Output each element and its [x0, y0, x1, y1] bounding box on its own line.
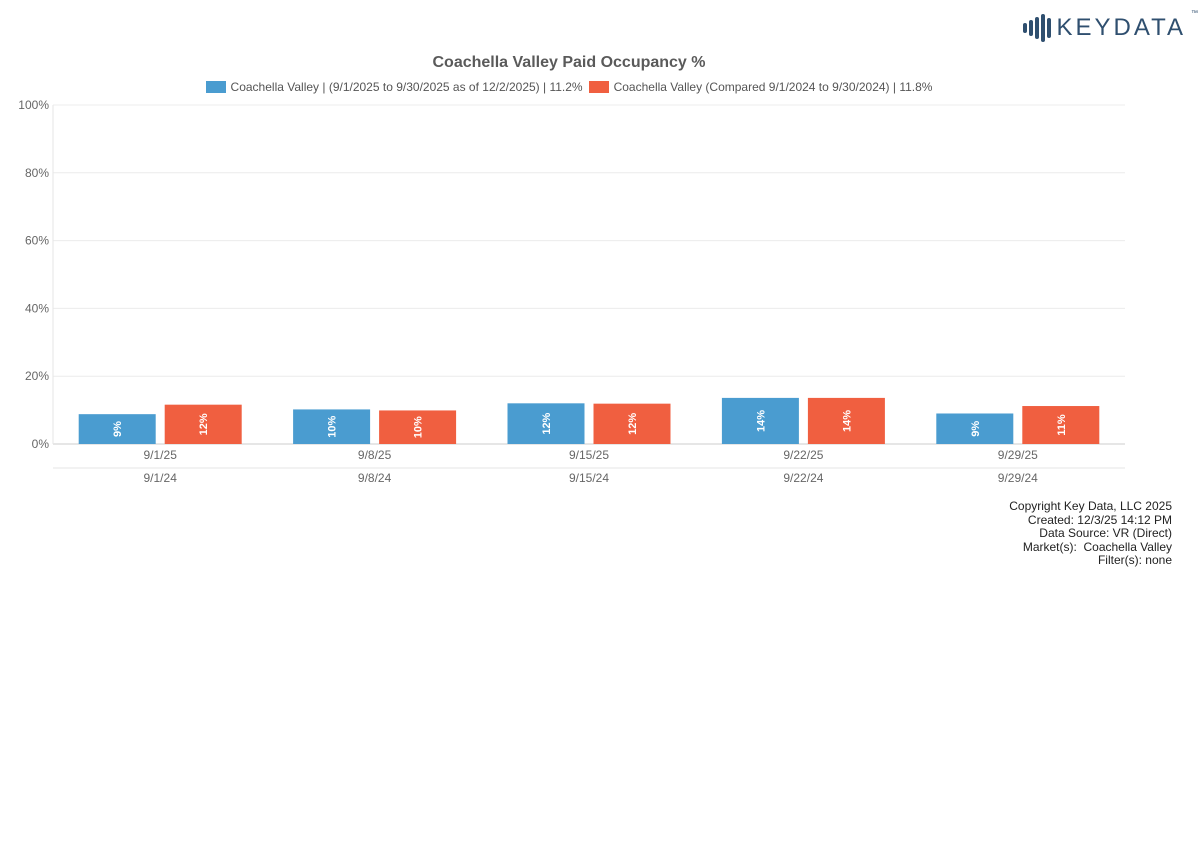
- bar-current: [507, 403, 585, 444]
- bar-data-label: 9%: [112, 421, 124, 437]
- bar-current: [721, 397, 799, 444]
- bar-data-label: 10%: [413, 416, 425, 438]
- footer-markets: Market(s): Coachella Valley: [1022, 539, 1172, 554]
- x-tick-label: 9/22/25: [783, 448, 823, 462]
- y-tick-label: 0%: [32, 437, 50, 451]
- brand-trademark: ™: [1191, 10, 1198, 17]
- x-tick-label-secondary: 9/15/24: [569, 471, 609, 485]
- x-tick-label: 9/8/25: [358, 448, 392, 462]
- bar-comparison: [807, 397, 885, 444]
- footer-source: Data Source: VR (Direct): [1039, 526, 1172, 540]
- x-tick-label-secondary: 9/29/24: [998, 471, 1038, 485]
- bar-current: [936, 413, 1014, 444]
- y-tick-label: 100%: [18, 98, 49, 112]
- bar-comparison: [593, 403, 671, 444]
- footer-created: Created: 12/3/25 14:12 PM: [1027, 512, 1172, 527]
- bar-data-label: 12%: [541, 412, 553, 434]
- chart-canvas: 100% 80% 60% 40% 20% 0% 9% 12% 9/1/25 9/1/24 10% 10…: [18, 98, 1125, 485]
- y-tick-label: 20%: [25, 369, 49, 383]
- x-tick-label-secondary: 9/1/24: [144, 471, 178, 485]
- y-tick-label: 40%: [25, 301, 49, 315]
- legend-swatch-comparison: [588, 81, 609, 93]
- footer-copyright: Copyright Key Data, LLC 2025: [1009, 499, 1172, 513]
- bar-data-label: 14%: [841, 410, 853, 432]
- chart-legend: Coachella Valley | (9/1/2025 to 9/30/202…: [0, 80, 1138, 94]
- y-tick-label: 60%: [25, 234, 49, 248]
- chart-title: Coachella Valley Paid Occupancy %: [432, 54, 706, 71]
- footer-filters: Filter(s): none: [1097, 553, 1172, 567]
- legend-swatch-current: [205, 81, 226, 93]
- brand-bars-icon: [1022, 14, 1051, 42]
- bar-data-label: 10%: [327, 415, 339, 437]
- report-footer: Copyright Key Data, LLC 2025 Created: 12…: [1009, 499, 1172, 568]
- brand-wordmark: KEYDATA ™: [1056, 10, 1198, 42]
- bar-current: [293, 409, 371, 444]
- x-tick-label-secondary: 9/22/24: [783, 471, 823, 485]
- legend-label-comparison: Coachella Valley (Compared 9/1/2024 to 9…: [613, 80, 933, 94]
- x-tick-label-secondary: 9/8/24: [358, 471, 392, 485]
- brand-logo: KEYDATA ™: [1022, 10, 1198, 42]
- x-tick-label: 9/29/25: [998, 448, 1038, 462]
- x-tick-label: 9/1/25: [144, 448, 178, 462]
- y-tick-label: 80%: [25, 166, 49, 180]
- bar-comparison: [164, 404, 242, 444]
- bar-comparison: [379, 410, 457, 444]
- bar-comparison: [1022, 406, 1100, 444]
- brand-name: KEYDATA: [1056, 14, 1186, 41]
- x-tick-label: 9/15/25: [569, 448, 609, 462]
- legend-item-comparison[interactable]: Coachella Valley (Compared 9/1/2024 to 9…: [588, 80, 933, 94]
- bar-data-label: 11%: [1056, 414, 1068, 436]
- bar-data-label: 12%: [198, 413, 210, 435]
- bar-data-label: 12%: [627, 413, 639, 435]
- bar-data-label: 14%: [755, 410, 767, 432]
- legend-label-current: Coachella Valley | (9/1/2025 to 9/30/202…: [230, 80, 583, 94]
- legend-item-current[interactable]: Coachella Valley | (9/1/2025 to 9/30/202…: [205, 80, 583, 94]
- bar-current: [78, 414, 156, 444]
- bar-data-label: 9%: [970, 421, 982, 437]
